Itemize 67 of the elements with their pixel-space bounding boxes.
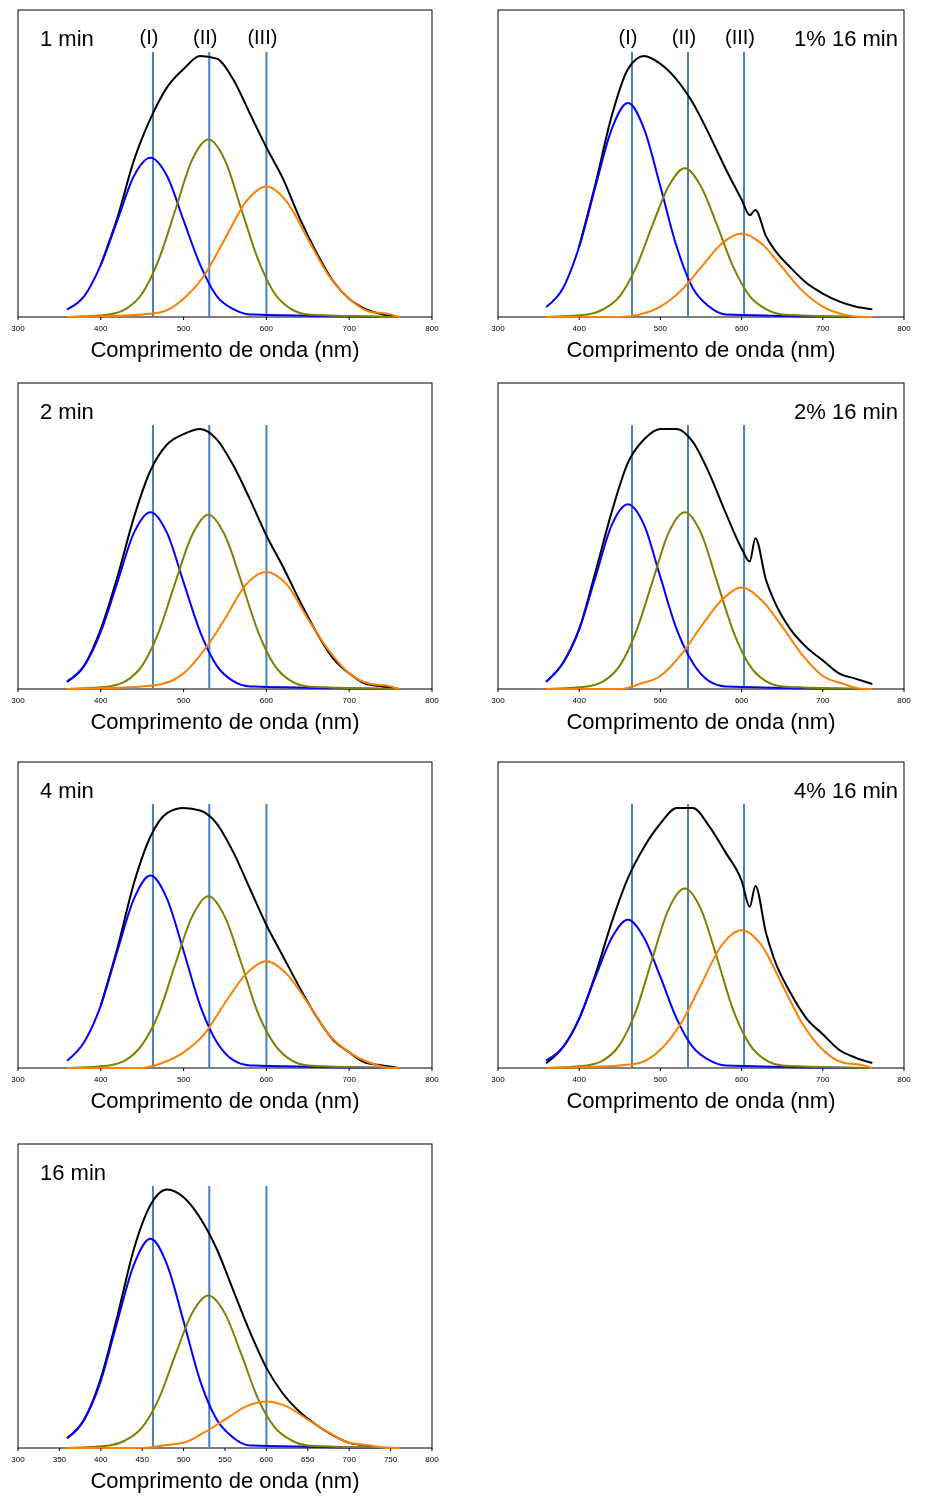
x-tick-label: 400 [94,1075,109,1084]
chart-title: 16 min [40,1160,107,1185]
x-tick-label: 500 [176,696,191,705]
x-tick-label: 550 [218,1455,233,1464]
x-tick-label: 600 [259,1075,274,1084]
x-tick-label: 500 [176,324,191,333]
x-tick-label: 400 [572,324,587,333]
x-tick-label: 500 [176,1455,191,1464]
x-axis-title: Comprimento de onda (nm) [566,709,836,734]
x-tick-label: 700 [816,324,831,333]
chart-title: 1 min [40,26,94,51]
x-tick-label: 700 [342,1075,357,1084]
x-tick-label: 600 [259,324,274,333]
x-axis-title: Comprimento de onda (nm) [566,337,836,362]
x-tick-label: 750 [383,1455,398,1464]
x-tick-label: 650 [301,1455,316,1464]
ref-line-label: (I) [139,26,159,48]
x-tick-label: 400 [94,324,109,333]
chart-title: 2 min [40,399,94,424]
ref-line-label: (II) [193,26,218,48]
x-axis-title: Comprimento de onda (nm) [90,709,360,734]
x-axis-title: Comprimento de onda (nm) [90,337,360,362]
chart-title: 2% 16 min [794,399,898,424]
x-tick-label: 700 [342,324,357,333]
x-tick-label: 700 [342,696,357,705]
x-tick-label: 800 [425,324,440,333]
ref-line-label: (I) [618,26,638,48]
x-tick-label: 400 [94,696,109,705]
x-tick-label: 600 [259,1455,274,1464]
x-tick-label: 800 [425,696,440,705]
chart-title: 4 min [40,778,94,803]
x-tick-label: 300 [11,696,26,705]
x-tick-label: 700 [342,1455,357,1464]
x-axis-title: Comprimento de onda (nm) [566,1088,836,1113]
x-tick-label: 800 [897,1075,912,1084]
x-tick-label: 600 [734,324,749,333]
ref-line-label: (II) [671,26,697,48]
x-tick-label: 800 [425,1455,440,1464]
x-tick-label: 600 [734,696,749,705]
x-tick-label: 300 [11,1075,26,1084]
x-tick-label: 400 [572,1075,587,1084]
x-tick-label: 300 [491,1075,506,1084]
x-tick-label: 800 [897,696,912,705]
x-tick-label: 400 [94,1455,109,1464]
ref-line-label: (III) [247,26,278,48]
x-tick-label: 300 [11,324,26,333]
x-axis-title: Comprimento de onda (nm) [90,1088,360,1113]
x-axis-title: Comprimento de onda (nm) [90,1468,360,1493]
x-tick-label: 700 [816,1075,831,1084]
x-tick-label: 350 [52,1455,67,1464]
x-tick-label: 800 [425,1075,440,1084]
x-tick-label: 800 [897,324,912,333]
chart-title: 4% 16 min [794,778,898,803]
chart-title: 1% 16 min [794,26,898,51]
ref-line-label: (III) [725,26,756,48]
x-tick-label: 600 [259,696,274,705]
x-tick-label: 700 [816,696,831,705]
x-tick-label: 300 [491,696,506,705]
x-tick-label: 500 [653,324,668,333]
x-tick-label: 500 [176,1075,191,1084]
x-tick-label: 300 [11,1455,26,1464]
x-tick-label: 600 [734,1075,749,1084]
x-tick-label: 450 [135,1455,150,1464]
x-tick-label: 300 [491,324,506,333]
x-tick-label: 400 [572,696,587,705]
x-tick-label: 500 [653,696,668,705]
x-tick-label: 500 [653,1075,668,1084]
